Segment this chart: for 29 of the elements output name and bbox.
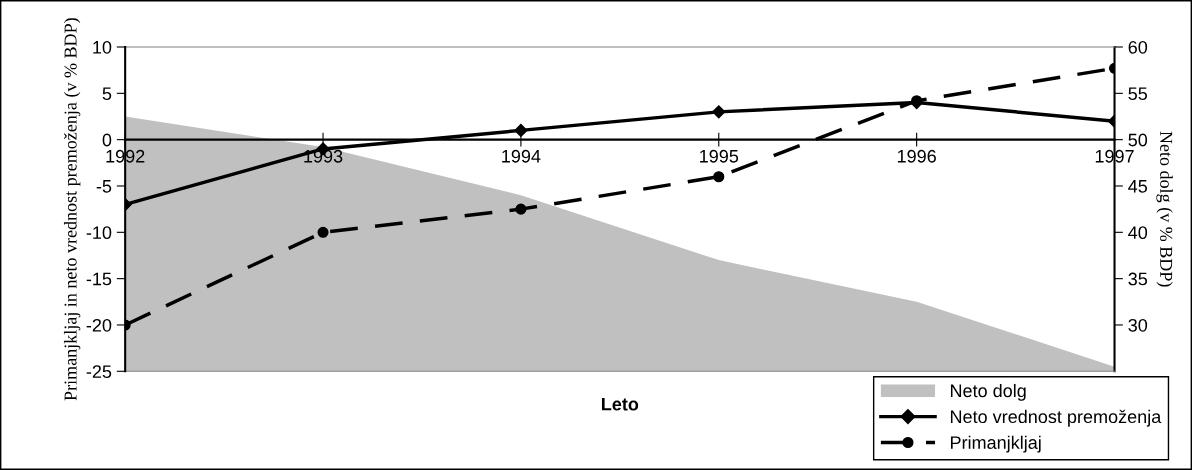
x-tick-label: 1994 — [502, 149, 541, 163]
y2-tick-label: 30 — [1128, 318, 1148, 332]
y-tick-label: -25 — [86, 365, 112, 379]
y2-axis-title: Neto dolg (v % BDP) — [1156, 131, 1173, 287]
point — [515, 203, 527, 215]
y-tick-label: 10 — [93, 40, 112, 54]
y2-tick-label: 35 — [1128, 272, 1148, 286]
y-tick-label: -20 — [86, 318, 112, 332]
point — [713, 171, 725, 183]
y2-tick-label: 50 — [1128, 133, 1148, 147]
point — [317, 226, 329, 238]
y2-tick-label: 60 — [1128, 40, 1148, 54]
y-tick-label: 5 — [102, 87, 112, 101]
x-axis-title: Leto — [601, 397, 639, 411]
y-tick-label: -5 — [96, 180, 112, 193]
legend-label: Neto dolg — [950, 383, 1026, 401]
legend-label: Primanjkljaj — [950, 435, 1041, 453]
y2-tick-label: 45 — [1128, 180, 1148, 193]
x-tick-label: 1996 — [897, 149, 936, 163]
point — [514, 123, 528, 137]
y2-tick-label: 55 — [1128, 87, 1148, 101]
y-tick-label: -10 — [86, 226, 112, 240]
x-tick-label: 1995 — [700, 149, 739, 163]
y2-tick-label: 40 — [1128, 226, 1148, 240]
y-tick-label: -15 — [86, 272, 112, 286]
y-axis-title: Primanjkljaj in neto vrednost premoženja (v % BDP) — [63, 18, 81, 401]
legend-label: Neto vrednost premoženja — [950, 409, 1162, 427]
point — [712, 105, 726, 119]
y-tick-label: 0 — [102, 133, 112, 147]
